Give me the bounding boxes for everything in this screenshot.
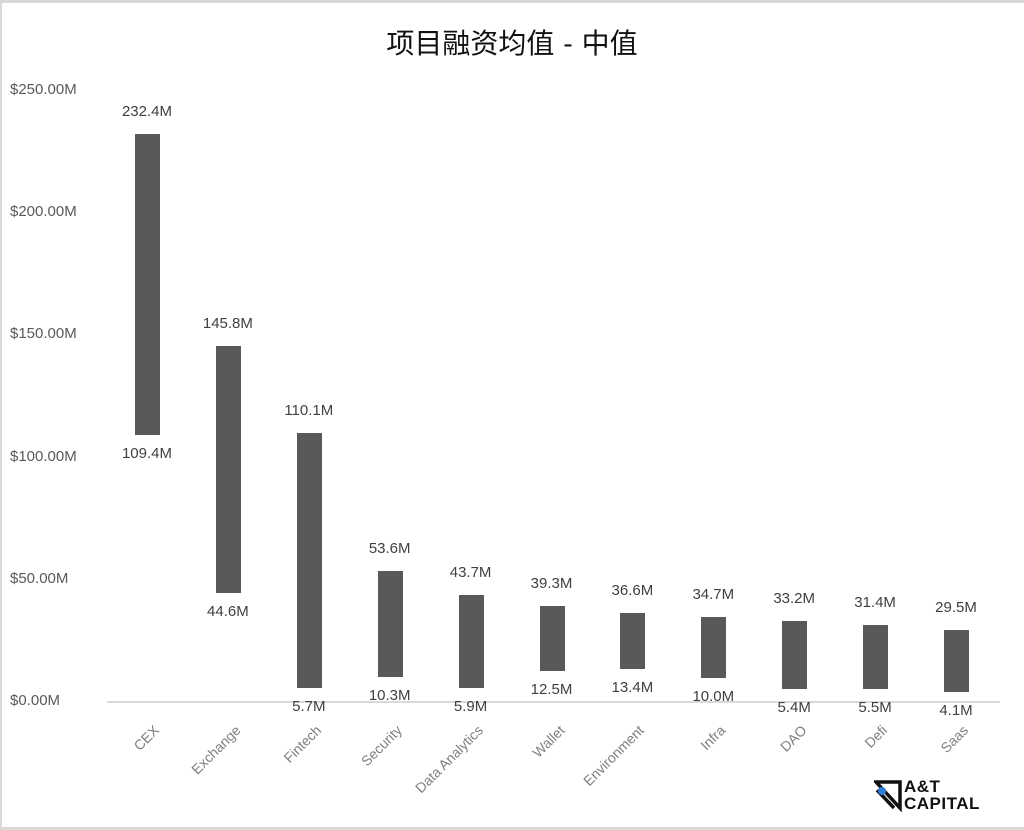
median-value-label: 5.4M — [777, 698, 811, 716]
logo-mark-icon — [874, 780, 902, 812]
median-value-label: 44.6M — [207, 602, 249, 620]
median-value-label: 109.4M — [121, 444, 173, 462]
range-bar — [701, 617, 727, 678]
median-value-label: 13.4M — [611, 679, 654, 697]
mean-value-label: 145.8M — [202, 314, 253, 332]
logo-line-1: A&T — [904, 777, 941, 796]
y-tick-label: $250.00M — [10, 80, 77, 98]
mean-value-label: 232.4M — [121, 102, 173, 120]
range-bar — [377, 570, 403, 677]
x-category-label: Environment — [580, 722, 648, 789]
range-bar — [782, 620, 808, 689]
x-category-label: Saas — [937, 722, 972, 756]
median-value-label: 5.9M — [453, 697, 488, 715]
x-category-label: Wallet — [528, 722, 568, 761]
x-category-label: Exchange — [188, 722, 244, 778]
y-tick-label: $0.00M — [10, 692, 61, 709]
range-bar — [863, 625, 889, 689]
range-bar — [539, 605, 565, 672]
frame-bottom — [0, 827, 1024, 830]
median-value-label: 12.5M — [530, 681, 573, 699]
x-category-label: DAO — [777, 722, 810, 755]
y-tick-label: $150.00M — [10, 325, 77, 343]
x-category-label: Infra — [697, 722, 729, 754]
y-tick-label: $50.00M — [10, 569, 69, 587]
median-value-label: 10.0M — [692, 687, 735, 705]
mean-value-label: 33.2M — [773, 589, 816, 607]
mean-value-label: 29.5M — [935, 598, 977, 616]
range-bar — [458, 595, 484, 688]
y-tick-label: $200.00M — [10, 203, 77, 220]
mean-value-label: 34.7M — [692, 586, 735, 604]
range-bar — [944, 629, 969, 692]
x-category-label: Defi — [861, 722, 891, 751]
mean-value-label: 43.7M — [449, 564, 492, 582]
mean-value-label: 31.4M — [854, 594, 896, 612]
range-bar — [296, 432, 322, 689]
median-value-label: 5.5M — [858, 698, 892, 716]
y-tick-label: $100.00M — [10, 447, 77, 465]
mean-value-label: 36.6M — [611, 581, 654, 599]
median-value-label: 4.1M — [939, 701, 973, 719]
mean-value-label: 53.6M — [368, 539, 411, 557]
mean-value-label: 39.3M — [530, 574, 573, 592]
x-category-label: Security — [357, 722, 405, 770]
x-category-label: CEX — [130, 722, 163, 754]
x-category-label: Fintech — [280, 722, 325, 766]
median-value-label: 10.3M — [368, 686, 411, 704]
range-bar — [135, 133, 160, 435]
range-bar — [620, 612, 646, 670]
chart-title: 项目融资均值 - 中值 — [386, 27, 638, 60]
logo-line-2: CAPITAL — [904, 794, 980, 813]
median-value-label: 5.7M — [292, 698, 326, 716]
range-bar — [215, 345, 241, 593]
mean-value-label: 110.1M — [284, 401, 334, 419]
frame-left — [0, 0, 2, 830]
frame-top — [0, 0, 1024, 3]
x-category-label: Data Analytics — [411, 722, 486, 797]
brand-logo: A&T CAPITAL — [874, 776, 1009, 816]
x-axis-line — [107, 701, 1000, 703]
